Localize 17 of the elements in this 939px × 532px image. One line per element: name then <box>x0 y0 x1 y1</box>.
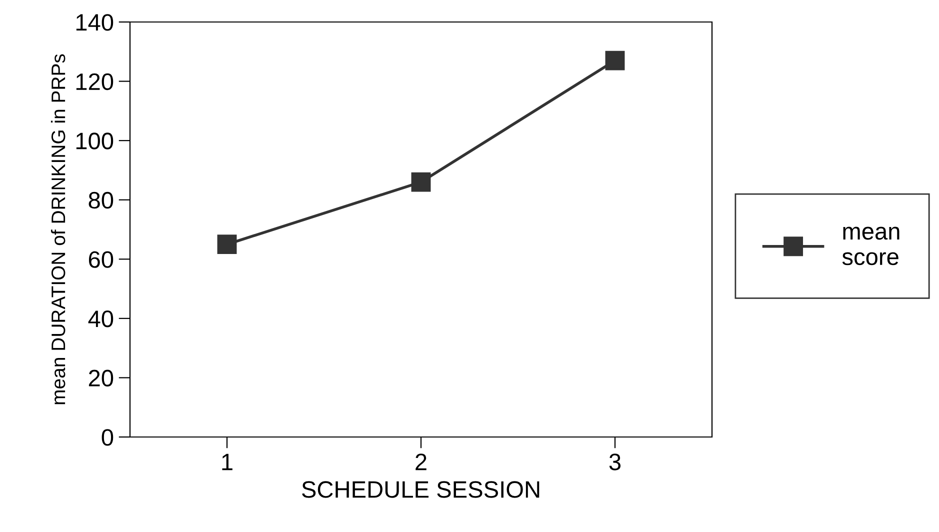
y-tick-label: 120 <box>76 73 114 90</box>
y-tick-label: 80 <box>88 192 114 209</box>
x-axis-title: SCHEDULE SESSION <box>302 481 540 498</box>
y-tick-label: 40 <box>88 310 114 328</box>
x-tick-label: 2 <box>416 454 426 470</box>
legend-label: mean score <box>842 226 900 266</box>
x-tick-label: 3 <box>609 454 621 470</box>
y-tick-label: 140 <box>76 14 114 31</box>
point <box>605 50 625 70</box>
y-tick-label: 100 <box>76 132 114 150</box>
y-tick-label: 20 <box>88 370 114 386</box>
x-tick-label: 1 <box>222 454 232 470</box>
y-tick-label: 60 <box>88 251 114 268</box>
y-tick-label: 0 <box>102 429 114 446</box>
y-axis-title: mean DURATION of DRINKING in PRPs <box>50 54 66 404</box>
point <box>217 234 237 254</box>
point <box>411 172 431 192</box>
